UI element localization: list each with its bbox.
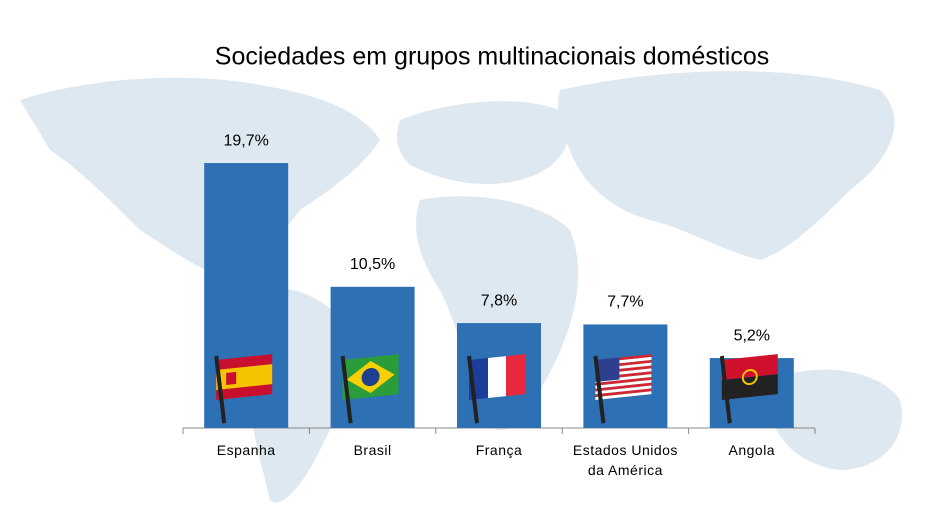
flag-icon bbox=[719, 354, 778, 424]
flag-part bbox=[741, 369, 758, 386]
flag-icon bbox=[593, 354, 652, 424]
value-label: 5,2% bbox=[734, 327, 770, 344]
world-map-background bbox=[20, 71, 902, 503]
flag-part bbox=[595, 376, 652, 386]
flag-part bbox=[506, 354, 525, 397]
x-tick-label: França bbox=[475, 442, 523, 458]
flag-pole bbox=[593, 355, 606, 424]
flag-part bbox=[226, 371, 237, 385]
flag-part bbox=[488, 356, 506, 399]
flag-part bbox=[721, 354, 778, 380]
flag-part bbox=[595, 374, 652, 383]
chart-title: Sociedades em grupos multinacionais domé… bbox=[215, 43, 769, 71]
flag-pole bbox=[467, 355, 479, 424]
flag-part bbox=[595, 385, 652, 395]
flag-pole bbox=[340, 355, 353, 424]
value-label: 10,5% bbox=[350, 256, 395, 273]
flag-part bbox=[595, 388, 652, 398]
x-tick-label: Angola bbox=[728, 442, 776, 458]
flag-part bbox=[595, 357, 620, 382]
x-tick-label: Estados Unidos da América bbox=[572, 442, 678, 478]
flag-part bbox=[595, 379, 652, 389]
flag-icon bbox=[467, 354, 525, 424]
x-tick-label: Espanha bbox=[216, 442, 276, 458]
flag-pole bbox=[214, 355, 227, 424]
x-tick-label: Brasil bbox=[353, 442, 392, 458]
value-label: 7,8% bbox=[481, 292, 517, 309]
flag-icon bbox=[214, 354, 273, 424]
value-label: 7,7% bbox=[607, 294, 643, 311]
flag-part bbox=[595, 382, 652, 392]
flag-icon bbox=[340, 354, 399, 424]
flag-part bbox=[361, 368, 380, 387]
value-label: 19,7% bbox=[224, 132, 269, 149]
flag-part bbox=[595, 391, 652, 400]
flag-part bbox=[721, 374, 778, 400]
flag-pole bbox=[719, 355, 732, 424]
